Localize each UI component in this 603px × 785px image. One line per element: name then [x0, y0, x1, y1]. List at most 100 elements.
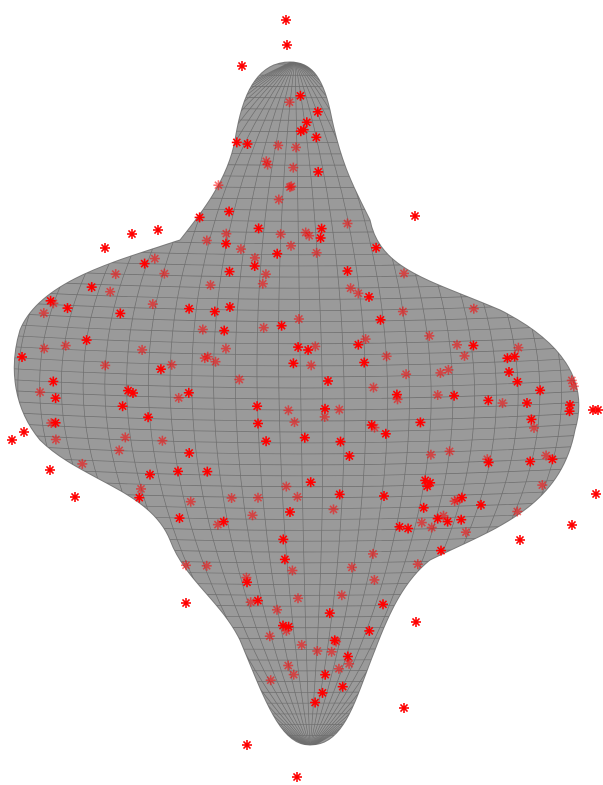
point-stroke — [296, 127, 305, 136]
point — [468, 303, 479, 314]
point — [334, 404, 345, 415]
point-stroke — [317, 224, 326, 233]
point-stroke — [82, 335, 91, 345]
point — [324, 608, 335, 619]
point — [364, 291, 374, 302]
point — [509, 351, 520, 362]
point-stroke — [148, 299, 157, 309]
point-stroke — [292, 772, 302, 782]
point-stroke — [250, 253, 260, 263]
point — [342, 218, 353, 229]
mesh-line — [294, 62, 345, 745]
point-stroke — [45, 465, 55, 475]
point-stroke — [403, 524, 413, 533]
point-stroke — [426, 450, 436, 459]
point — [432, 513, 443, 524]
point — [449, 390, 460, 401]
point — [50, 393, 61, 404]
point — [205, 280, 216, 291]
point-stroke — [306, 478, 315, 487]
point-stroke — [436, 546, 446, 555]
point-stroke — [49, 377, 58, 386]
point — [303, 345, 314, 355]
point — [100, 360, 111, 371]
point — [183, 387, 194, 398]
point-stroke — [214, 181, 223, 190]
point — [275, 229, 286, 240]
point — [249, 252, 260, 263]
point-stroke — [337, 591, 346, 600]
point — [371, 242, 382, 253]
point — [173, 466, 183, 477]
point — [394, 521, 405, 532]
point-stroke — [135, 493, 144, 502]
point — [201, 560, 212, 571]
point-stroke — [338, 682, 347, 691]
point — [369, 422, 380, 433]
point — [283, 621, 294, 632]
point — [245, 597, 256, 608]
point-stroke — [7, 435, 17, 445]
point-stroke — [259, 323, 268, 332]
point — [202, 351, 213, 362]
point-stroke — [243, 139, 252, 149]
point — [220, 343, 231, 354]
point-stroke — [100, 243, 110, 253]
point-stroke — [529, 423, 539, 433]
point — [219, 325, 230, 336]
point — [310, 697, 321, 708]
point-stroke — [336, 437, 345, 446]
point-stroke — [503, 354, 512, 363]
point — [320, 669, 331, 680]
point-stroke — [111, 269, 120, 279]
point — [286, 240, 296, 251]
point — [252, 595, 263, 606]
point-stroke — [498, 398, 507, 408]
point-stroke — [436, 368, 445, 378]
point-stroke — [427, 523, 436, 532]
point-stroke — [513, 507, 522, 516]
point-stroke — [167, 360, 176, 369]
point-stroke — [335, 405, 344, 414]
point-stroke — [236, 244, 246, 254]
point-stroke — [302, 118, 311, 127]
point-stroke — [421, 476, 430, 485]
point-stroke — [425, 331, 434, 341]
point-stroke — [565, 400, 575, 410]
point — [264, 631, 275, 642]
point-stroke — [347, 563, 357, 572]
point-stroke — [51, 435, 61, 444]
point — [288, 358, 299, 369]
point — [345, 283, 356, 294]
point — [515, 535, 525, 545]
point — [288, 669, 299, 680]
point-stroke — [186, 497, 195, 506]
point — [320, 403, 330, 414]
point — [81, 335, 92, 346]
points — [7, 15, 603, 782]
point — [38, 308, 49, 319]
point-stroke — [156, 365, 166, 374]
point — [114, 445, 125, 456]
point — [410, 211, 420, 221]
point-stroke — [46, 296, 55, 305]
point — [100, 243, 110, 253]
point — [295, 90, 306, 101]
point — [449, 496, 460, 507]
point — [70, 492, 80, 502]
point — [369, 574, 380, 585]
point-stroke — [567, 520, 577, 530]
point-stroke — [343, 219, 352, 228]
point — [221, 238, 231, 249]
point-stroke — [78, 459, 87, 469]
point-stroke — [221, 239, 231, 248]
point-stroke — [321, 670, 330, 679]
point — [482, 454, 493, 465]
point-stroke — [371, 243, 381, 252]
point — [512, 376, 523, 387]
point — [143, 412, 154, 423]
point — [443, 364, 454, 375]
point-stroke — [330, 636, 339, 645]
point-stroke — [378, 600, 388, 609]
point — [344, 451, 355, 461]
